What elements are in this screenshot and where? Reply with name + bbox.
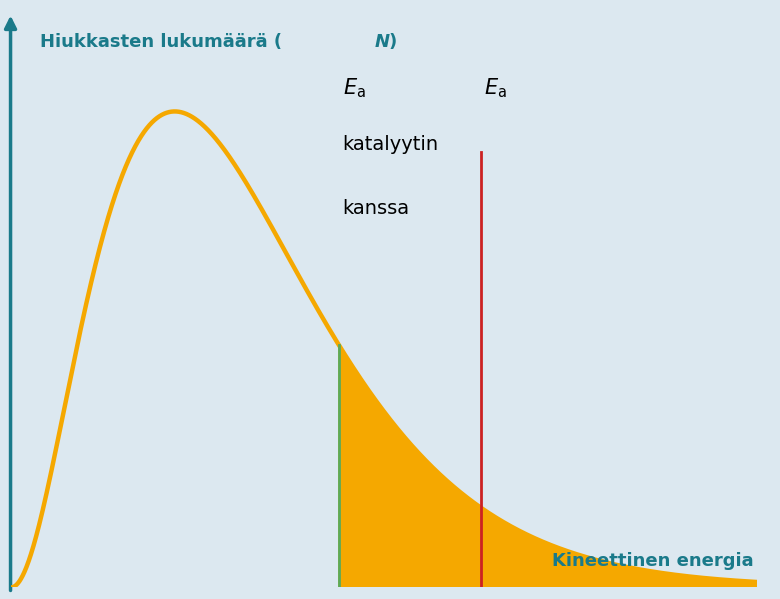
Text: $\mathit{E}_\mathrm{a}$: $\mathit{E}_\mathrm{a}$ [342,77,366,100]
Text: katalyytin: katalyytin [342,135,439,154]
Text: ): ) [389,33,397,51]
Text: Kineettinen energia: Kineettinen energia [551,552,753,570]
Text: Hiukkasten lukumäärä (: Hiukkasten lukumäärä ( [41,33,282,51]
Polygon shape [339,345,757,588]
Text: N: N [374,33,390,51]
Text: $\mathit{E}_\mathrm{a}$: $\mathit{E}_\mathrm{a}$ [484,77,507,100]
Text: kanssa: kanssa [342,198,410,217]
